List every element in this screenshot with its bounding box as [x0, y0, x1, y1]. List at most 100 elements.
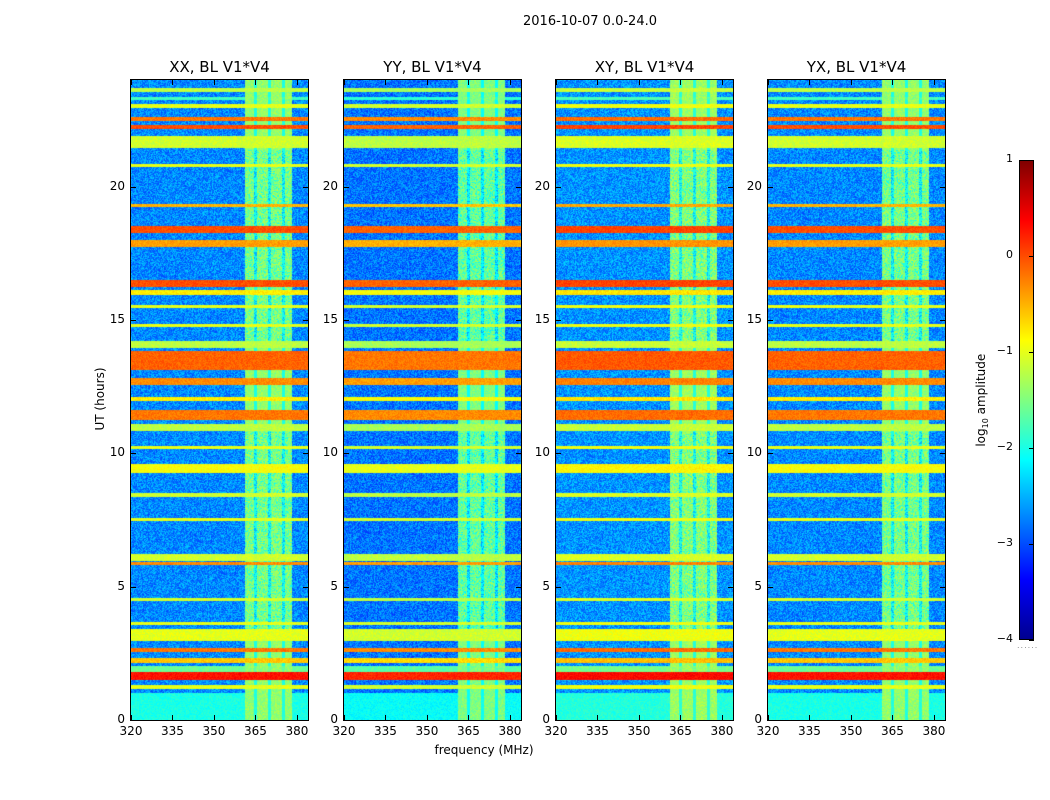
colorbar-tick-label: −1: [996, 344, 1013, 357]
x-tick-label: 380: [285, 724, 309, 738]
x-tick-mark: [385, 80, 387, 85]
x-tick-mark: [892, 80, 894, 85]
y-tick-mark: [516, 320, 521, 321]
y-tick-mark: [768, 186, 773, 188]
colorbar-label-main: log: [973, 428, 988, 447]
y-tick-mark: [768, 453, 773, 455]
x-axis-label: frequency (MHz): [434, 743, 534, 757]
x-tick-mark: [213, 80, 215, 85]
y-tick-mark: [344, 586, 349, 588]
y-tick-mark: [940, 186, 945, 188]
y-tick-label: 10: [109, 445, 125, 460]
x-tick-mark: [597, 80, 599, 85]
y-tick-label: 10: [534, 445, 550, 460]
x-tick-mark: [850, 715, 852, 720]
x-tick-mark: [721, 715, 723, 720]
x-tick-mark: [768, 715, 769, 720]
y-tick-mark: [516, 720, 521, 721]
y-tick-label: 0: [542, 712, 550, 726]
y-tick-mark: [556, 586, 561, 588]
x-tick-label: 350: [415, 724, 439, 738]
y-tick-mark: [131, 586, 136, 588]
axes-frame: [555, 79, 734, 721]
y-tick-mark: [516, 453, 521, 455]
y-tick-label: 5: [117, 578, 125, 593]
colorbar-tick-mark: [1029, 544, 1034, 545]
colorbar: [1019, 160, 1034, 640]
x-tick-mark: [892, 715, 894, 720]
heatmap-panel: [767, 79, 946, 721]
y-tick-mark: [768, 586, 773, 588]
x-tick-mark: [850, 80, 852, 85]
y-tick-mark: [768, 720, 773, 721]
colorbar-tick-label: −2: [996, 440, 1013, 453]
x-tick-label: 335: [374, 724, 397, 738]
heatmap-image: [131, 80, 308, 720]
y-tick-label: 15: [322, 312, 338, 326]
x-tick-label: 365: [244, 724, 267, 738]
colorbar-tick-label: −4: [996, 632, 1013, 645]
x-tick-label: 380: [922, 724, 946, 738]
y-tick-label: 5: [330, 578, 338, 593]
x-tick-mark: [933, 80, 935, 85]
x-tick-mark: [809, 80, 811, 85]
y-axis-label: UT (hours): [93, 367, 107, 431]
axes-frame: [130, 79, 309, 721]
x-tick-label: 320: [756, 724, 780, 738]
colorbar-tick-mark: [1029, 352, 1034, 353]
x-tick-mark: [638, 80, 640, 85]
colorbar-tick-mark: [1029, 640, 1034, 641]
y-tick-mark: [940, 586, 945, 588]
y-tick-mark: [940, 320, 945, 321]
x-tick-label: 350: [627, 724, 651, 738]
x-tick-mark: [768, 80, 769, 85]
heatmap-panel: [343, 79, 522, 721]
heatmap-panel: [555, 79, 734, 721]
x-tick-mark: [385, 715, 387, 720]
x-tick-mark: [255, 715, 257, 720]
x-tick-label: 320: [332, 724, 356, 738]
y-tick-mark: [516, 186, 521, 188]
x-tick-mark: [426, 715, 428, 720]
colorbar-label-rest: amplitude: [973, 353, 988, 419]
x-tick-label: 350: [839, 724, 863, 738]
x-tick-mark: [556, 80, 557, 85]
x-tick-label: 320: [544, 724, 568, 738]
y-tick-mark: [768, 320, 773, 321]
y-tick-mark: [556, 453, 561, 455]
y-tick-mark: [556, 186, 561, 188]
x-tick-mark: [426, 80, 428, 85]
y-tick-mark: [940, 453, 945, 455]
x-tick-mark: [509, 80, 511, 85]
y-tick-label: 10: [746, 445, 762, 460]
y-tick-mark: [728, 320, 733, 321]
heatmap-panel: [130, 79, 309, 721]
y-tick-label: 0: [117, 712, 125, 726]
y-tick-mark: [344, 453, 349, 455]
colorbar-extension-dots: ......: [1017, 641, 1039, 650]
colorbar-tick-label: −3: [996, 536, 1013, 549]
colorbar-label: log10 amplitude: [974, 340, 990, 460]
y-tick-label: 15: [746, 312, 762, 326]
heatmap-image: [344, 80, 521, 720]
x-tick-mark: [933, 715, 935, 720]
x-tick-label: 320: [119, 724, 143, 738]
y-tick-mark: [131, 453, 136, 455]
x-tick-label: 350: [202, 724, 226, 738]
y-tick-mark: [303, 186, 308, 188]
y-tick-mark: [131, 720, 136, 721]
axes-frame: [767, 79, 946, 721]
y-tick-mark: [940, 720, 945, 721]
y-tick-label: 15: [109, 312, 125, 326]
y-tick-label: 0: [754, 712, 762, 726]
x-tick-mark: [468, 715, 470, 720]
x-tick-mark: [721, 80, 723, 85]
y-tick-label: 5: [754, 578, 762, 593]
x-tick-mark: [172, 715, 174, 720]
y-tick-label: 20: [534, 178, 550, 193]
colorbar-tick-mark: [1029, 256, 1034, 257]
colorbar-tick-mark: [1029, 160, 1034, 161]
y-tick-label: 20: [109, 178, 125, 193]
y-tick-mark: [303, 320, 308, 321]
